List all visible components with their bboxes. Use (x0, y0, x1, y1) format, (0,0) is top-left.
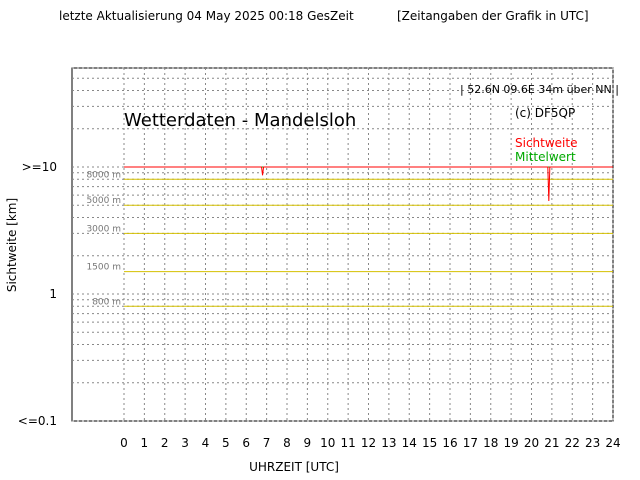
series-layer (124, 166, 613, 202)
y-axis-label: Sichtweite [km] (5, 198, 19, 292)
x-tick-label: 7 (263, 436, 271, 450)
x-tick-label: 5 (222, 436, 230, 450)
x-tick-label: 16 (442, 436, 457, 450)
x-tick-label: 8 (283, 436, 291, 450)
x-tick-label: 12 (361, 436, 376, 450)
reference-line-label: 5000 m (86, 196, 121, 206)
reference-line-label: 8000 m (86, 170, 121, 180)
chart-title: Wetterdaten - Mandelsloh (124, 110, 356, 131)
utc-note-text: [Zeitangaben der Grafik in UTC] (397, 9, 589, 23)
y-tick-label: <=0.1 (18, 414, 57, 428)
x-tick-label: 6 (242, 436, 250, 450)
copyright-text: (c) DF5QP (515, 106, 575, 120)
reference-line-label: 800 m (92, 297, 121, 307)
last-update-text: letzte Aktualisierung 04 May 2025 00:18 … (59, 9, 354, 23)
x-tick-label: 21 (544, 436, 559, 450)
x-tick-label: 18 (483, 436, 498, 450)
station-location: | 52.6N 09.6E 34m über NN | (460, 83, 619, 96)
series-line (124, 166, 613, 202)
legend-sichtweite: Sichtweite (515, 136, 577, 150)
reference-line-label: 3000 m (86, 224, 121, 234)
x-tick-label: 10 (320, 436, 335, 450)
x-tick-label: 14 (402, 436, 417, 450)
reference-lines: 8000 m 5000 m 3000 m 1500 m 800 m (86, 170, 613, 307)
x-tick-label: 15 (422, 436, 437, 450)
x-tick-label: 19 (503, 436, 518, 450)
x-tick-label: 2 (161, 436, 169, 450)
y-tick-label: 1 (49, 287, 57, 301)
tick-labels: >=101<=0.10 1 2 3 4 5 6 7 8 9 10 11 12 13 14 15 16 17 18 19… (18, 160, 621, 450)
x-tick-label: 0 (120, 436, 128, 450)
x-tick-label: 1 (141, 436, 149, 450)
x-tick-label: 3 (181, 436, 189, 450)
x-tick-label: 20 (524, 436, 539, 450)
x-tick-label: 4 (202, 436, 210, 450)
x-tick-label: 17 (463, 436, 478, 450)
reference-line-label: 1500 m (86, 263, 121, 273)
legend-mittelwert: Mittelwert (515, 150, 576, 164)
x-tick-label: 24 (605, 436, 620, 450)
x-tick-label: 11 (340, 436, 355, 450)
x-tick-label: 23 (585, 436, 600, 450)
x-tick-label: 13 (381, 436, 396, 450)
x-axis-label: UHRZEIT [UTC] (249, 460, 339, 474)
x-tick-label: 9 (304, 436, 312, 450)
x-tick-label: 22 (565, 436, 580, 450)
y-tick-label: >=10 (22, 160, 57, 174)
